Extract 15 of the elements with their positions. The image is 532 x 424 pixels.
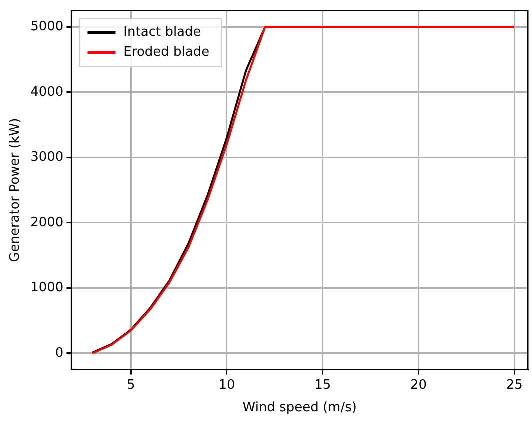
y-axis-title: Generator Power (kW) <box>8 118 24 262</box>
legend-label: Eroded blade <box>124 45 210 60</box>
x-tick-label: 5 <box>126 378 136 393</box>
y-tick-label: 0 <box>55 346 64 361</box>
legend-label: Intact blade <box>124 25 202 40</box>
x-tick-label: 15 <box>314 378 332 393</box>
x-tick-label: 10 <box>218 378 236 393</box>
y-tick-label: 2000 <box>30 215 64 230</box>
y-tick-label: 1000 <box>30 280 64 296</box>
y-tick-label: 5000 <box>30 19 64 34</box>
y-tick-label: 4000 <box>30 84 64 100</box>
x-tick-label: 20 <box>410 378 427 393</box>
y-tick-label: 3000 <box>30 150 64 166</box>
x-axis-title: Wind speed (m/s) <box>242 400 357 416</box>
x-tick-label: 25 <box>506 378 523 393</box>
